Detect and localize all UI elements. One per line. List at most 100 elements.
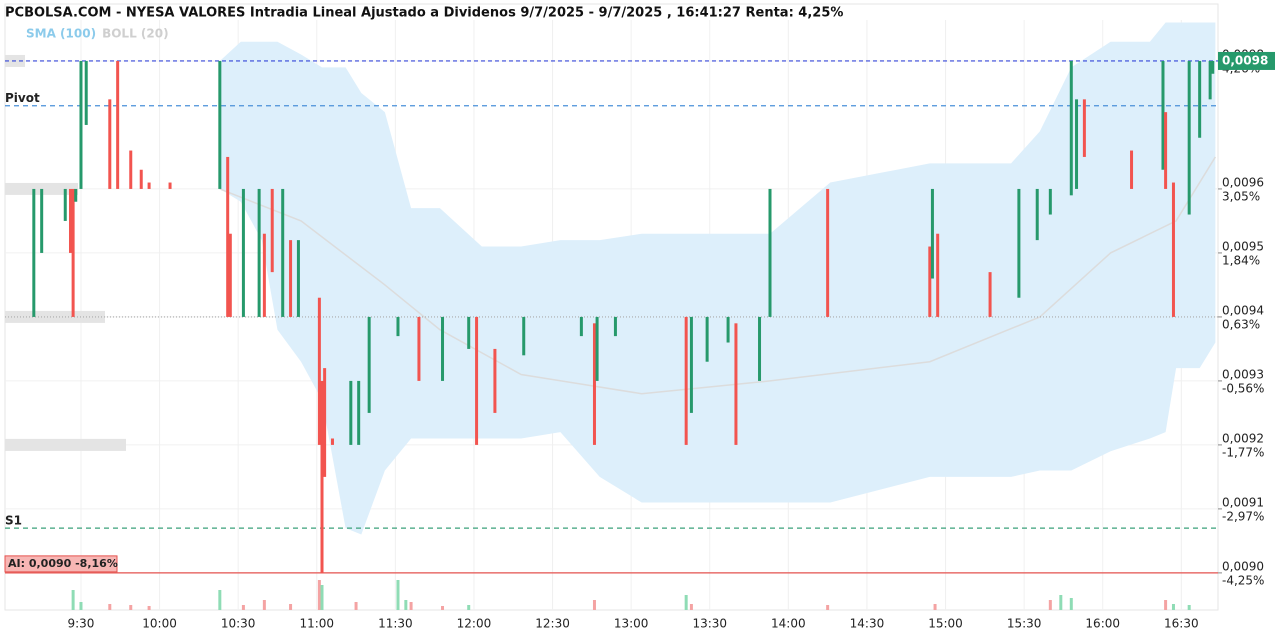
volume-bar [1059,595,1063,610]
x-tick-label: 11:30 [378,617,413,631]
price-bar [684,316,688,445]
x-tick-label: 14:30 [850,617,885,631]
volume-bar [441,606,445,610]
price-bar [734,323,738,445]
x-tick-label: 12:30 [535,617,570,631]
volume-bar [129,605,133,610]
x-tick-label: 10:30 [221,617,256,631]
price-bar [323,368,327,477]
volume-bar [684,595,688,610]
price-bar [689,316,693,413]
x-tick-label: 10:00 [142,617,177,631]
price-bar [1017,188,1021,298]
price-bar [930,188,934,279]
price-bar [1082,99,1086,157]
price-bar [317,297,321,445]
middle-line [219,156,1217,395]
price-bar [936,233,940,317]
pct-tick-label: -0,56% [1222,381,1264,395]
volume-bar [147,606,151,610]
volume-bar [689,604,693,610]
price-bar [1211,60,1215,74]
price-bar [228,233,232,317]
x-tick-label: 13:30 [692,617,727,631]
volume-bar [396,580,400,610]
volume-bar [1187,605,1191,610]
price-bar [129,150,133,189]
price-bar [32,188,36,317]
price-bar [71,188,75,317]
x-tick-label: 15:00 [928,617,963,631]
last-price-box [1218,51,1275,70]
price-bar [241,188,245,317]
price-bar [1171,182,1175,317]
price-bar [257,188,261,317]
price-bar [1208,60,1212,100]
price-bar [367,316,371,413]
price-bar [108,99,112,189]
y-tick-label: 0,0092 [1222,431,1264,445]
price-bar [281,188,285,317]
price-bar [116,60,120,189]
price-bar [768,188,772,317]
x-tick-label: 11:00 [299,617,334,631]
y-tick-label: 0,0095 [1222,239,1264,253]
price-bar [928,246,932,317]
price-bar [579,316,583,337]
price-bar [63,188,67,221]
volume-bar [71,590,75,610]
price-bar [705,316,709,362]
price-bar [441,316,445,381]
volume-bar [404,600,408,610]
price-bar [74,188,78,202]
price-bar [493,348,497,413]
last-price-label: 0,0098 [1222,53,1268,67]
volume-bar [108,604,112,610]
price-bar [262,233,266,317]
volume-bar [826,605,830,610]
price-bar [475,316,479,445]
price-bar [139,169,143,189]
volume-bar [354,602,358,610]
pct-tick-label: 3,05% [1222,189,1260,203]
legend-entry: SMA (100) [26,27,96,41]
volume-bar [1069,598,1073,610]
price-bar [1075,99,1079,189]
price-bar [826,188,830,317]
level-label: Pivot [5,91,40,105]
price-profile-bar [5,310,105,323]
volume-bar [933,604,937,610]
y-tick-label: 0,0091 [1222,495,1264,509]
price-bar [84,60,88,125]
price-bar [1130,150,1134,189]
level-label-box [4,555,118,573]
volume-bar [1164,600,1168,610]
y-tick-label: 0,0096 [1222,175,1264,189]
price-bar [349,380,353,445]
price-bar [40,188,44,253]
price-bar [289,240,293,317]
price-bar [1048,188,1052,215]
y-tick-label: 0,0093 [1222,367,1264,381]
price-bar [1187,60,1191,215]
legend-entry: BOLL (20) [102,27,169,41]
volume-bar [467,605,471,610]
x-tick-label: 15:30 [1007,617,1042,631]
price-bar [330,438,334,445]
volume-bar [218,590,222,610]
price-bar [595,316,599,381]
price-bar [1198,60,1202,138]
x-tick-label: 13:00 [614,617,649,631]
volume-bar [79,602,83,610]
x-tick-label: 12:00 [457,617,492,631]
x-tick-label: 9:30 [67,617,94,631]
volume-bar [317,580,321,610]
price-bar [147,182,151,189]
price-bar [613,316,617,337]
price-bar [1035,188,1039,241]
level-label: S1 [5,514,22,528]
price-bar [68,188,72,253]
volume-bar [1048,600,1052,610]
pct-tick-label: 1,84% [1222,253,1260,267]
